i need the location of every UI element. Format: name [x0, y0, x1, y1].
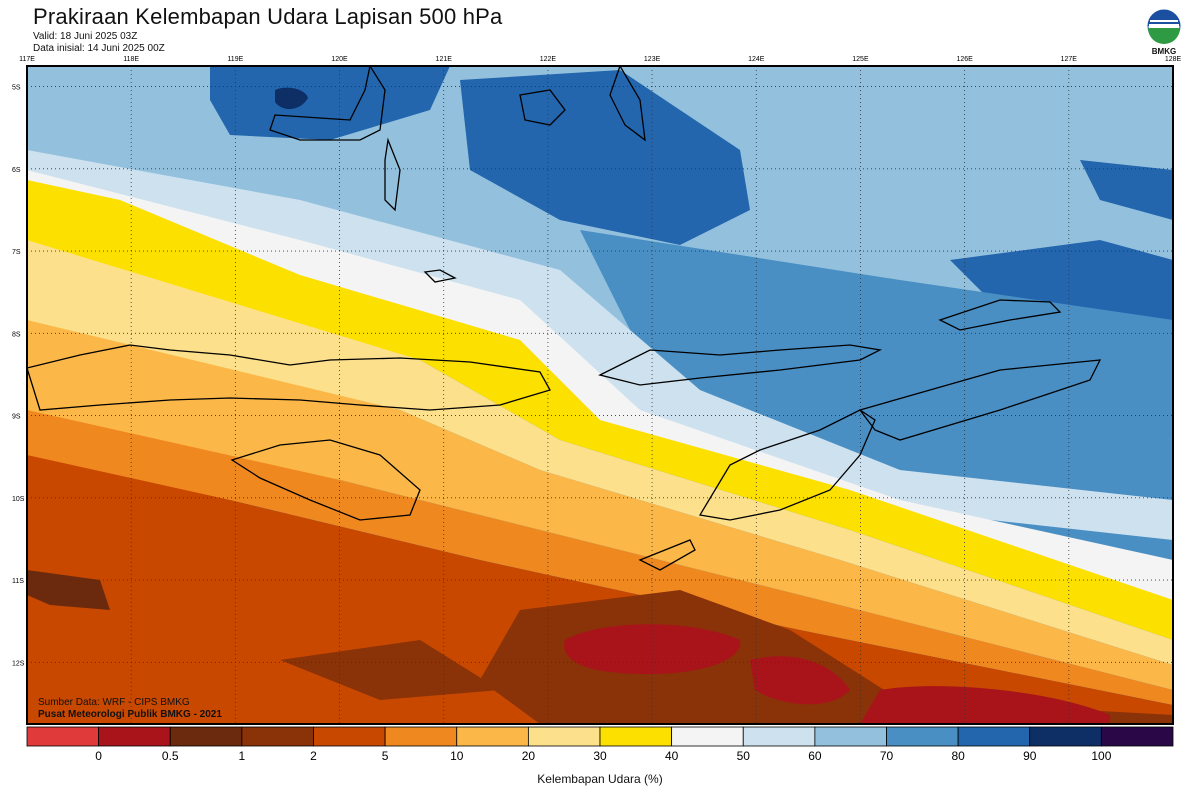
colorbar-tick-label: 0.5: [162, 749, 179, 763]
lon-label: 119E: [227, 56, 243, 63]
lon-label: 127E: [1061, 56, 1078, 63]
colorbar-tick-label: 5: [382, 749, 389, 763]
lon-label: 126E: [956, 56, 973, 63]
colorbar-tick-label: 80: [951, 749, 965, 763]
colorbar-swatch: [1029, 726, 1102, 747]
lat-label: 11S: [12, 578, 24, 585]
latitude-labels: 5S 6S 7S 8S 9S 10S 11S 12S: [12, 85, 25, 668]
lon-label: 120E: [331, 56, 348, 63]
colorbar-tick-label: 2: [310, 749, 317, 763]
lat-label: 10S: [12, 496, 25, 503]
colorbar-swatch: [1100, 726, 1174, 747]
lon-label: 128E: [1165, 56, 1182, 63]
page-title: Prakiraan Kelembapan Udara Lapisan 500 h…: [33, 4, 503, 29]
humidity-field: [27, 66, 1173, 724]
colorbar: [26, 726, 1174, 747]
colorbar-swatch: [742, 726, 816, 747]
longitude-labels: 117E 118E 119E 120E 121E 122E 123E 124E 125E 126E…: [19, 56, 1181, 63]
colorbar-ticks: 0 0.5 1 2 5 10 20 30 40 50 60 70 80 90 100: [95, 749, 1111, 763]
bmkg-logo-icon: BMKG: [1147, 9, 1181, 56]
colorbar-swatch: [814, 726, 887, 747]
lon-label: 123E: [644, 56, 661, 63]
colorbar-swatch: [886, 726, 959, 747]
logo-text: BMKG: [1152, 47, 1176, 56]
colorbar-tick-label: 70: [880, 749, 894, 763]
colorbar-tick-label: 60: [808, 749, 822, 763]
lat-label: 5S: [12, 85, 21, 92]
lon-label: 125E: [852, 56, 869, 63]
colorbar-swatch: [599, 726, 673, 747]
colorbar-tick-label: 10: [450, 749, 464, 763]
lat-label: 6S: [12, 167, 21, 174]
data-source: Sumber Data: WRF - CIPS BMKG: [38, 697, 190, 708]
map-frame: [26, 65, 1174, 725]
colorbar-label: Kelembapan Udara (%): [537, 772, 663, 786]
lon-label: 118E: [123, 56, 139, 63]
lon-label: 124E: [748, 56, 765, 63]
map-grid: [27, 66, 1173, 724]
lat-label: 8S: [12, 331, 21, 338]
colorbar-swatch: [241, 726, 314, 747]
producer: Pusat Meteorologi Publik BMKG - 2021: [38, 709, 222, 720]
colorbar-swatch: [98, 726, 171, 747]
lon-label: 122E: [540, 56, 557, 63]
colorbar-swatch: [169, 726, 243, 747]
colorbar-swatch: [313, 726, 386, 747]
colorbar-tick-label: 0: [95, 749, 102, 763]
coastlines: [27, 66, 1102, 571]
lat-label: 12S: [12, 660, 25, 667]
colorbar-tick-label: 40: [665, 749, 679, 763]
lat-label: 7S: [12, 249, 21, 256]
lon-label: 121E: [436, 56, 453, 63]
lat-label: 9S: [12, 414, 21, 421]
colorbar-swatch: [671, 726, 744, 747]
colorbar-tick-label: 90: [1023, 749, 1037, 763]
colorbar-swatch: [384, 726, 458, 747]
initial-data-time: Data inisial: 14 Juni 2025 00Z: [33, 43, 165, 54]
colorbar-tick-label: 30: [593, 749, 607, 763]
colorbar-swatch: [527, 726, 601, 747]
colorbar-swatch: [957, 726, 1031, 747]
colorbar-swatch: [456, 726, 529, 747]
colorbar-tick-label: 1: [239, 749, 246, 763]
valid-time: Valid: 18 Juni 2025 03Z: [33, 31, 138, 42]
lon-label: 117E: [19, 56, 35, 63]
colorbar-swatch: [26, 726, 100, 747]
colorbar-tick-label: 20: [522, 749, 536, 763]
colorbar-tick-label: 50: [737, 749, 751, 763]
colorbar-tick-label: 100: [1091, 749, 1111, 763]
